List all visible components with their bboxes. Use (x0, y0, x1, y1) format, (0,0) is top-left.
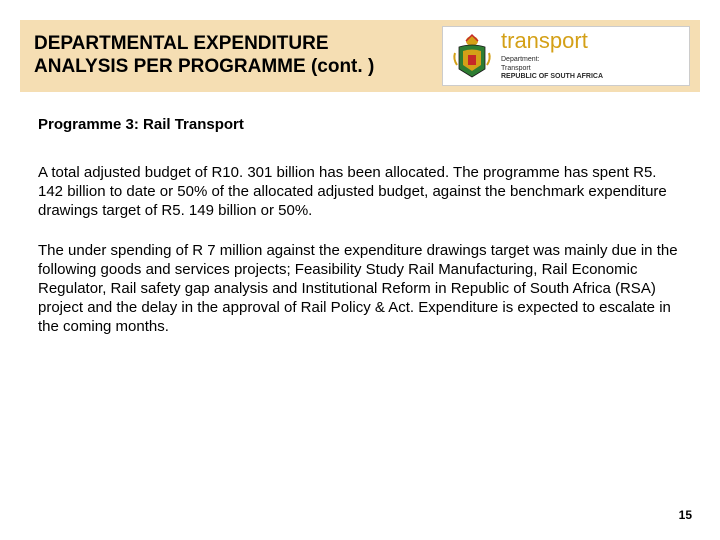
logo-box: transport Department: Transport REPUBLIC… (442, 26, 690, 86)
body-paragraph-2: The under spending of R 7 million agains… (38, 241, 682, 337)
coat-of-arms-icon (449, 31, 495, 81)
programme-heading: Programme 3: Rail Transport (38, 116, 682, 133)
slide-title: DEPARTMENTAL EXPENDITURE ANALYSIS PER PR… (34, 33, 414, 79)
logo-transport-text: transport (501, 30, 603, 52)
header-band: DEPARTMENTAL EXPENDITURE ANALYSIS PER PR… (20, 20, 700, 92)
body-paragraph-1: A total adjusted budget of R10. 301 bill… (38, 163, 682, 221)
page-number: 15 (679, 508, 692, 522)
logo-text-block: transport Department: Transport REPUBLIC… (501, 30, 603, 82)
logo-subtext: Department: Transport REPUBLIC OF SOUTH … (501, 56, 603, 82)
logo-dept-line1: Department: (501, 56, 603, 65)
content-area: Programme 3: Rail Transport A total adju… (38, 116, 682, 357)
logo-dept-line2: Transport (501, 65, 603, 74)
logo-dept-line3: REPUBLIC OF SOUTH AFRICA (501, 73, 603, 82)
